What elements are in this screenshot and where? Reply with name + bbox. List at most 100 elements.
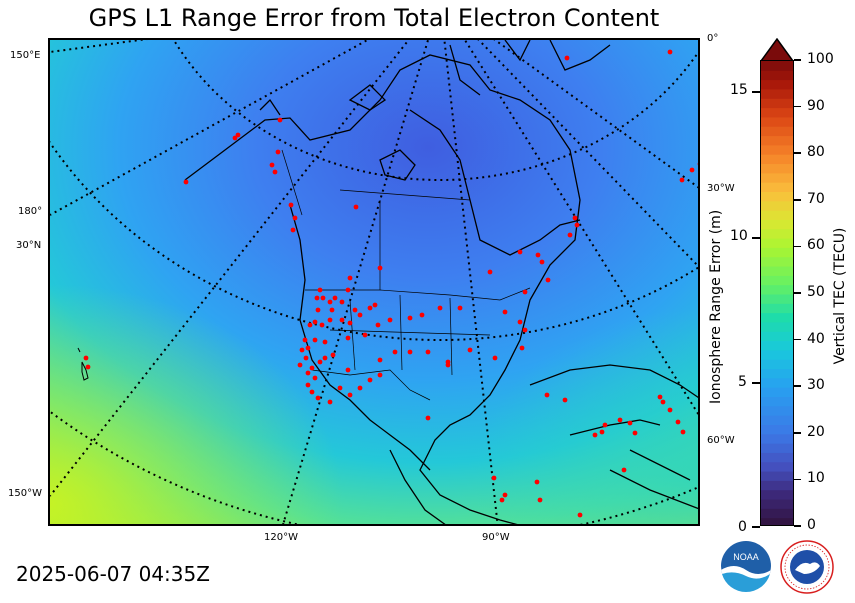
colorbar-band xyxy=(761,70,793,81)
station-marker xyxy=(407,315,413,321)
colorbar-band xyxy=(761,368,793,379)
station-marker xyxy=(322,339,328,345)
station-marker xyxy=(299,347,305,353)
tec-tick-label: 80 xyxy=(807,144,825,161)
station-marker xyxy=(445,359,451,365)
station-marker xyxy=(487,269,493,275)
colorbar-band xyxy=(761,116,793,127)
station-marker xyxy=(572,215,578,221)
colorbar-band xyxy=(761,359,793,370)
colorbar-band xyxy=(761,219,793,230)
colorbar-band xyxy=(761,210,793,220)
station-marker xyxy=(660,399,666,405)
colorbar-band xyxy=(761,172,793,183)
station-marker xyxy=(545,277,551,283)
station-marker xyxy=(305,345,311,351)
station-marker xyxy=(297,362,303,368)
tec-tick-mark xyxy=(794,105,801,108)
colorbar-band xyxy=(761,303,793,314)
station-marker xyxy=(317,287,323,293)
station-marker xyxy=(387,317,393,323)
colorbar-band xyxy=(761,126,793,137)
colorbar-band xyxy=(761,480,793,491)
station-marker xyxy=(307,322,313,328)
station-marker xyxy=(522,289,528,295)
lon-label-120w: 120°W xyxy=(264,532,298,543)
station-marker xyxy=(362,332,368,338)
station-marker xyxy=(502,309,508,315)
tec-tick-mark xyxy=(794,292,801,294)
colorbar-band xyxy=(761,135,793,146)
colorbar-band xyxy=(761,256,793,267)
station-marker xyxy=(320,295,326,301)
station-marker xyxy=(535,252,541,258)
station-marker xyxy=(305,382,311,388)
station-marker xyxy=(517,319,523,325)
tec-tick-label: 10 xyxy=(807,470,825,487)
tec-tick-label: 40 xyxy=(807,330,825,347)
station-marker xyxy=(679,177,685,183)
station-marker xyxy=(312,319,318,325)
tec-map xyxy=(48,38,700,526)
station-marker xyxy=(345,367,351,373)
station-marker xyxy=(272,169,278,175)
station-marker xyxy=(564,55,570,61)
station-marker xyxy=(667,407,673,413)
colorbar-band xyxy=(761,182,793,192)
range-tick-5: 5 xyxy=(738,374,747,390)
station-marker xyxy=(522,327,528,333)
tec-tick-mark xyxy=(794,199,801,201)
colorbar-band xyxy=(761,79,793,90)
station-marker xyxy=(327,299,333,305)
station-marker xyxy=(534,479,540,485)
colorbar-band xyxy=(761,154,793,165)
station-marker xyxy=(467,347,473,353)
station-marker xyxy=(602,422,608,428)
station-marker xyxy=(592,432,598,438)
lon-label-60w: 60°W xyxy=(707,435,735,446)
timestamp: 2025-06-07 04:35Z xyxy=(16,562,210,586)
station-marker xyxy=(288,202,294,208)
colorbar-band xyxy=(761,443,793,453)
station-marker xyxy=(375,322,381,328)
station-marker xyxy=(617,417,623,423)
lon-label-0: 0° xyxy=(707,33,719,44)
tec-tick-mark xyxy=(794,59,801,61)
station-marker xyxy=(315,307,321,313)
station-marker xyxy=(491,475,497,481)
tec-tick-label: 70 xyxy=(807,190,825,207)
colorbar-band xyxy=(761,387,793,398)
station-markers xyxy=(83,49,698,518)
station-marker xyxy=(437,305,443,311)
lon-label-180: 180° xyxy=(18,206,43,217)
station-marker xyxy=(502,492,508,498)
station-marker xyxy=(347,275,353,281)
station-marker xyxy=(377,357,383,363)
station-marker xyxy=(367,305,373,311)
noaa-logo: NOAA xyxy=(721,541,771,592)
station-marker xyxy=(345,335,351,341)
tec-colorbar xyxy=(760,60,794,526)
station-marker xyxy=(544,392,550,398)
station-marker xyxy=(567,232,573,238)
station-marker xyxy=(697,162,698,166)
station-marker xyxy=(303,355,309,361)
colorbar-band xyxy=(761,275,793,286)
svg-text:NOAA: NOAA xyxy=(733,552,759,562)
colorbar-band xyxy=(761,489,793,500)
colorbar-band xyxy=(761,415,793,425)
colorbar-band xyxy=(761,517,793,525)
lon-label-30w: 30°W xyxy=(707,183,735,194)
colorbar-band xyxy=(761,228,793,239)
range-tick-mark-10 xyxy=(752,237,760,239)
colorbar-band xyxy=(761,107,793,118)
colorbar-band xyxy=(761,424,793,435)
tec-tick-mark xyxy=(794,152,801,154)
lat-label-30n: 30°N xyxy=(16,240,42,251)
station-marker xyxy=(339,299,345,305)
station-marker xyxy=(675,419,681,425)
colorbar-band xyxy=(761,340,793,351)
colorbar-band xyxy=(761,61,793,71)
station-marker xyxy=(327,399,333,405)
lon-label-150w: 150°W xyxy=(8,488,42,499)
